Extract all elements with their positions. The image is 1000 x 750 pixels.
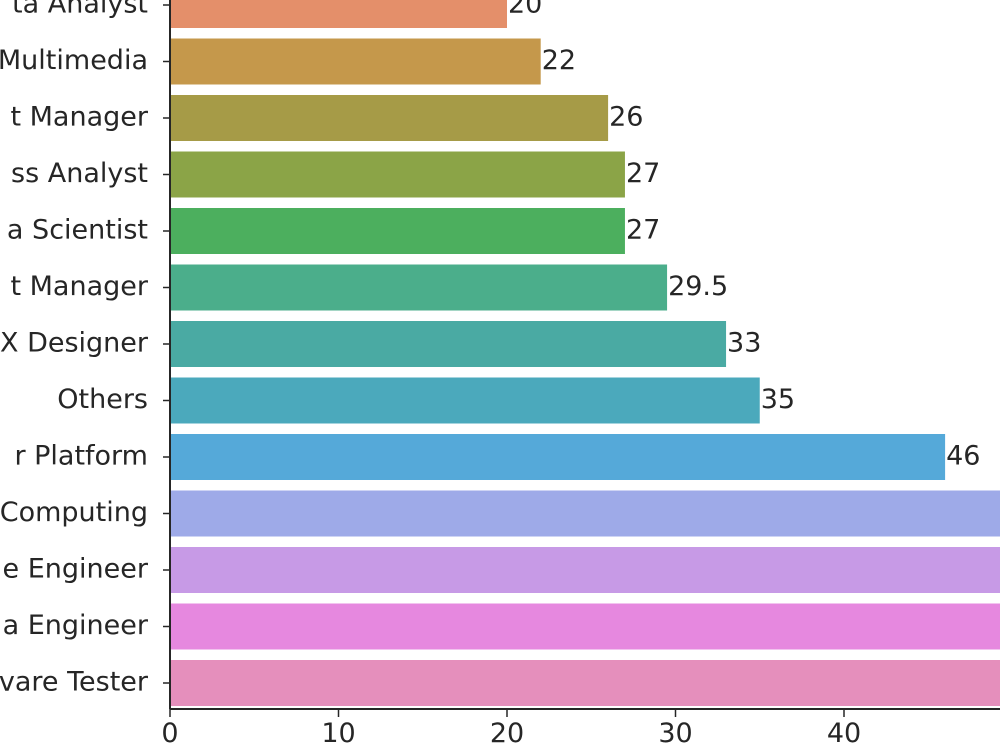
bar-7	[170, 377, 760, 424]
data-label-7: 35	[761, 384, 795, 415]
y-tick-label-5: t Manager	[10, 271, 148, 302]
bar-2	[170, 95, 609, 141]
data-label-1: 22	[542, 45, 576, 76]
x-tick-label-3: 30	[658, 718, 692, 749]
bar-8	[170, 434, 946, 480]
data-label-2: 26	[609, 102, 643, 133]
data-label-3: 27	[626, 158, 660, 189]
bar-12	[170, 660, 1000, 706]
x-tick-label-0: 0	[161, 718, 178, 749]
bars-layer	[170, 0, 1000, 706]
x-tick-label-4: 40	[827, 718, 861, 749]
y-tick-label-2: t Manager	[10, 102, 148, 133]
data-label-6: 33	[727, 328, 761, 359]
data-label-0: 20	[508, 0, 542, 20]
bar-1	[170, 38, 541, 85]
y-tick-label-1: Multimedia	[0, 45, 148, 76]
y-tick-label-6: X Designer	[0, 328, 149, 359]
y-tick-label-8: r Platform	[14, 441, 148, 472]
y-tick-label-0: ta Analyst	[12, 0, 148, 20]
bar-11	[170, 603, 1000, 650]
y-tick-label-11: a Engineer	[3, 610, 149, 641]
y-tick-label-10: e Engineer	[3, 554, 149, 585]
bar-9	[170, 490, 1000, 537]
y-axis-tick-labels: ta Analyst Multimedia t Manager ss Analyst a…	[0, 0, 149, 698]
bar-0	[170, 0, 507, 28]
bar-5	[170, 264, 668, 311]
data-label-8: 46	[946, 441, 980, 472]
y-tick-label-4: a Scientist	[7, 215, 148, 246]
y-tick-label-3: ss Analyst	[11, 158, 148, 189]
data-label-4: 27	[626, 215, 660, 246]
x-tick-label-1: 10	[321, 718, 355, 749]
axes-layer	[163, 0, 1000, 717]
bar-6	[170, 321, 727, 367]
data-label-5: 29.5	[668, 271, 728, 302]
y-tick-label-7: Others	[57, 384, 148, 415]
bar-10	[170, 547, 1000, 593]
y-tick-label-9: Computing	[0, 497, 148, 528]
x-axis-tick-labels: 0102030405	[161, 718, 861, 749]
bar-3	[170, 151, 625, 198]
y-tick-label-12: vare Tester	[0, 667, 149, 698]
bar-4	[170, 208, 625, 254]
x-tick-label-2: 20	[490, 718, 524, 749]
